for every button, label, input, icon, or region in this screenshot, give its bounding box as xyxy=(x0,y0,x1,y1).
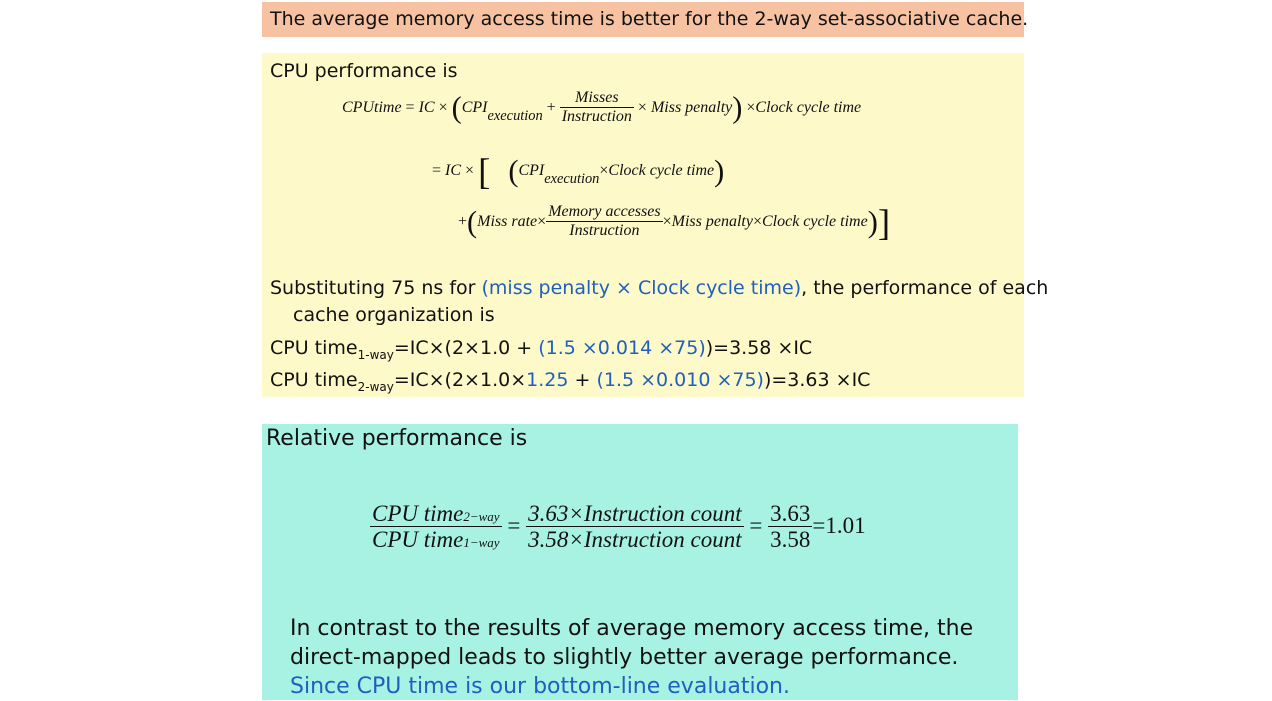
substitute-line-2: cache organization is xyxy=(293,304,495,326)
cpu-performance-panel: CPU performance is CPUtime = IC × (CPIex… xyxy=(262,53,1048,397)
misses-fraction: Misses Instruction xyxy=(559,89,634,125)
cpu-time-1way-equation: CPU time1-way=IC×(2×1.0 + (1.5 ×0.014 ×7… xyxy=(270,337,813,362)
memory-accesses-fraction: Memory accesses Instruction xyxy=(546,203,663,240)
banner-text: The average memory access time is better… xyxy=(270,8,1029,30)
conclusion-text: In contrast to the results of average me… xyxy=(290,616,974,699)
cpu-time-ratio-fraction: CPU time2−way CPU time1−way xyxy=(370,501,502,553)
formula-line-1: CPUtime = IC × (CPIexecution + Misses In… xyxy=(342,89,862,125)
summary-banner: The average memory access time is better… xyxy=(262,2,1028,37)
formula-line-3: +(Miss rate× Memory accesses Instruction… xyxy=(458,202,891,243)
formula-line-2: = IC × [ (CPIexecution×Clock cycle time) xyxy=(432,151,725,192)
relative-performance-heading: Relative performance is xyxy=(266,426,528,451)
substitute-line-1: Substituting 75 ns for (miss penalty × C… xyxy=(270,277,1049,299)
relative-ratio-formula: CPU time2−way CPU time1−way = 3.63×Instr… xyxy=(370,501,866,553)
relative-performance-panel: Relative performance is CPU time2−way CP… xyxy=(262,424,1018,700)
numeric-fraction: 3.63 3.58 xyxy=(768,501,813,553)
cpu-performance-heading: CPU performance is xyxy=(270,60,458,82)
instruction-count-fraction: 3.63×Instruction count 3.58×Instruction … xyxy=(526,501,744,553)
cpu-time-2way-equation: CPU time2-way=IC×(2×1.0×1.25 + (1.5 ×0.0… xyxy=(270,369,871,394)
